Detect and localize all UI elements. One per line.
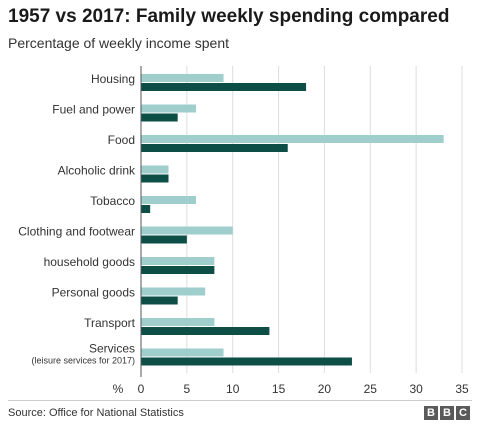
x-tick-label: 0 [138,382,145,396]
bbc-logo-letter: C [456,406,470,420]
bar-s1957-8 [141,318,215,326]
category-label: Services [89,342,135,356]
bbc-logo: B B C [424,406,470,420]
bar-s2017-5 [141,235,187,244]
bbc-logo-letter: B [424,406,438,420]
x-tick-label: 25 [364,382,378,396]
chart-subtitle: Percentage of weekly income spent [8,35,230,51]
category-label: Tobacco [90,194,135,208]
bar-s2017-8 [141,327,270,335]
bar-s1957-1 [141,104,197,113]
x-tick-label: 5 [184,382,191,396]
bar-s2017-1 [141,113,178,122]
bar-s1957-2 [141,135,444,143]
bar-s2017-9 [141,357,352,366]
category-label: Personal goods [52,286,135,300]
bar-s1957-3 [141,165,169,174]
category-label: Fuel and power [52,103,135,117]
chart-title: 1957 vs 2017: Family weekly spending com… [8,6,450,27]
footer-divider [8,400,472,401]
bar-s1957-7 [141,287,206,296]
x-tick-label: 30 [409,382,423,396]
x-tick-label: 10 [226,382,240,396]
category-label: Alcoholic drink [58,164,136,178]
bar-s2017-6 [141,266,215,274]
bar-s1957-5 [141,226,233,235]
bbc-logo-letter: B [440,406,454,420]
x-tick-label: 35 [455,382,469,396]
category-label: Transport [84,316,136,330]
bar-s2017-4 [141,205,151,213]
bar-s1957-6 [141,257,215,265]
bar-s2017-3 [141,174,169,183]
bar-s1957-4 [141,196,197,204]
bar-chart: Housing Fuel and power Food Alcoholic drink… [18,66,469,396]
x-tick-label: 20 [318,382,332,396]
bar-s2017-2 [141,144,288,152]
bar-s2017-7 [141,296,178,305]
category-label: Housing [91,72,135,86]
bar-s1957-0 [141,74,224,82]
bar-s2017-0 [141,83,307,91]
category-label: household goods [44,255,135,269]
category-label: Food [108,133,135,147]
source-note: Source: Office for National Statistics [8,407,184,419]
x-tick-label: 15 [272,382,286,396]
category-label: Clothing and footwear [18,225,135,239]
x-unit-label: % [113,382,124,396]
bar-s1957-9 [141,348,224,357]
category-sublabel: (leisure services for 2017) [31,356,135,366]
